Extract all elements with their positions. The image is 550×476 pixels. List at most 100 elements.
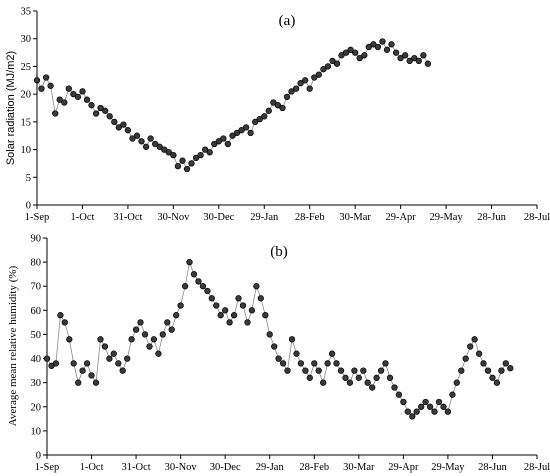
data-point	[61, 99, 68, 106]
data-point	[52, 110, 59, 117]
data-point	[315, 71, 322, 78]
data-point	[253, 283, 260, 290]
data-point	[252, 118, 259, 126]
panel-a-axes	[36, 11, 537, 206]
data-point	[404, 408, 411, 415]
data-point	[415, 57, 422, 65]
data-point	[192, 154, 200, 162]
data-point	[364, 379, 371, 386]
x-tick-label: 30-Nov	[165, 462, 198, 473]
data-point	[92, 379, 100, 386]
panel-b-series	[43, 258, 514, 420]
data-point	[288, 88, 295, 95]
data-point	[111, 118, 118, 126]
data-point	[422, 398, 429, 406]
data-point	[444, 408, 452, 415]
y-tick-label: 50	[31, 330, 42, 341]
data-point	[106, 113, 113, 120]
data-point	[302, 367, 309, 374]
data-point	[247, 129, 254, 137]
panel-a-y-axis: 0 5 10 15 20 25 30 35	[21, 7, 37, 212]
data-point	[42, 74, 50, 81]
data-point	[467, 343, 474, 350]
panel-a-label: (a)	[279, 13, 296, 29]
y-tick-label: 10	[21, 145, 32, 156]
data-point	[356, 54, 363, 62]
data-point	[226, 319, 233, 326]
data-point	[265, 107, 272, 114]
data-point	[120, 121, 127, 128]
data-point	[279, 104, 286, 112]
data-point	[217, 312, 224, 319]
data-point	[248, 307, 256, 314]
data-point	[402, 52, 409, 59]
data-point	[489, 374, 496, 381]
data-point	[168, 326, 175, 333]
x-tick-label: 1-Oct	[80, 462, 104, 473]
data-point	[229, 132, 236, 139]
x-tick-label: 1-Sep	[25, 212, 50, 223]
data-point	[183, 165, 191, 173]
x-tick-label: 28-Feb	[299, 462, 329, 473]
data-point	[133, 132, 141, 139]
data-point	[159, 331, 166, 338]
data-point	[195, 278, 202, 285]
x-tick-label: 30-Dec	[210, 462, 241, 473]
data-point	[70, 360, 77, 367]
y-tick-label: 70	[31, 282, 42, 293]
x-tick-label: 1-Sep	[35, 462, 60, 473]
data-point	[342, 374, 349, 381]
data-point	[52, 360, 60, 367]
panel-a-series	[33, 38, 432, 173]
data-point	[83, 96, 91, 103]
data-point	[453, 379, 460, 386]
x-tick-label: 28-Jun	[478, 462, 507, 473]
panel-b-x-axis: 1-Sep 1-Oct 31-Oct 30-Nov 30-Dec 29-Jan 28-Feb…	[35, 455, 550, 473]
data-point	[170, 151, 177, 159]
data-point	[431, 408, 438, 415]
data-point	[484, 367, 492, 374]
data-point	[297, 79, 304, 87]
data-point	[146, 343, 153, 350]
data-point	[137, 319, 144, 326]
x-tick-label: 29-Jan	[256, 462, 285, 473]
data-point	[383, 46, 391, 53]
data-point	[424, 60, 432, 67]
data-point	[88, 372, 95, 379]
data-point	[365, 43, 372, 51]
data-point	[174, 163, 182, 170]
data-point	[239, 302, 247, 309]
data-point	[397, 54, 404, 62]
data-point	[74, 93, 82, 101]
data-point	[66, 336, 73, 343]
data-point	[206, 149, 213, 156]
data-point	[293, 350, 300, 357]
data-point	[346, 379, 354, 386]
data-point	[342, 49, 350, 56]
x-tick-label: 28-Jul	[524, 462, 550, 473]
data-point	[138, 138, 145, 145]
data-point	[38, 85, 45, 92]
data-point	[386, 374, 394, 381]
data-point	[360, 367, 367, 374]
y-tick-label: 0	[36, 451, 41, 462]
x-tick-label: 28-Feb	[295, 212, 325, 223]
panel-a-x-axis: 1-Sep 1-Oct 31-Oct 30-Nov 30-Dec 29-Jan 28-Feb…	[25, 205, 550, 223]
data-point	[279, 360, 287, 367]
y-tick-label: 10	[31, 426, 42, 437]
x-tick-label: 29-May	[429, 212, 463, 223]
data-point	[141, 331, 149, 338]
data-point	[320, 379, 327, 386]
data-point	[369, 384, 376, 391]
data-point	[338, 52, 345, 59]
data-point	[324, 63, 332, 70]
data-point	[75, 379, 82, 386]
data-point	[208, 295, 215, 302]
x-tick-label: 30-Nov	[157, 212, 190, 223]
data-point	[70, 90, 77, 98]
y-tick-label: 80	[31, 258, 42, 269]
data-point	[101, 343, 109, 350]
y-tick-label: 90	[31, 234, 42, 245]
y-tick-label: 15	[21, 117, 32, 128]
data-point	[129, 135, 136, 142]
